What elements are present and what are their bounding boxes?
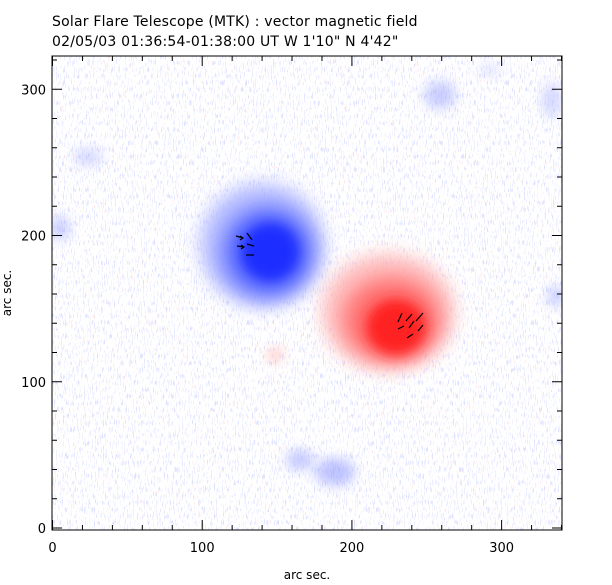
plot-frame — [51, 55, 563, 531]
field-arrow — [246, 232, 253, 241]
field-arrow — [406, 333, 414, 339]
y-tick-label: 200 — [21, 230, 46, 245]
field-arrow — [235, 235, 245, 241]
field-arrow — [415, 312, 424, 322]
magnetogram-image — [52, 56, 562, 530]
field-arrow — [236, 244, 246, 250]
x-tick-label: 200 — [339, 541, 364, 556]
y-tick-label: 300 — [21, 83, 46, 98]
positive-polarity-region — [322, 254, 454, 370]
axis-ticks: 0 100 200 300 0 100 200 300 — [21, 56, 562, 556]
negative-polarity-region — [200, 183, 324, 307]
figure-title: Solar Flare Telescope (MTK) : vector mag… — [52, 14, 418, 30]
y-axis-label: arc sec. — [0, 270, 14, 316]
field-arrow — [246, 243, 255, 247]
field-arrow — [408, 320, 415, 329]
x-tick-label: 100 — [190, 541, 215, 556]
x-tick-label: 0 — [48, 541, 56, 556]
x-tick-label: 300 — [489, 541, 514, 556]
field-arrow — [417, 324, 424, 332]
field-arrow — [397, 312, 403, 323]
field-arrow — [405, 313, 413, 322]
field-vector-arrows — [235, 232, 424, 339]
y-tick-label: 0 — [38, 522, 46, 537]
field-arrow — [397, 325, 405, 330]
x-axis-label: arc sec. — [284, 568, 330, 582]
observation-info: 02/05/03 01:36:54-01:38:00 UT W 1'10" N … — [52, 34, 399, 50]
y-tick-label: 100 — [21, 376, 46, 391]
